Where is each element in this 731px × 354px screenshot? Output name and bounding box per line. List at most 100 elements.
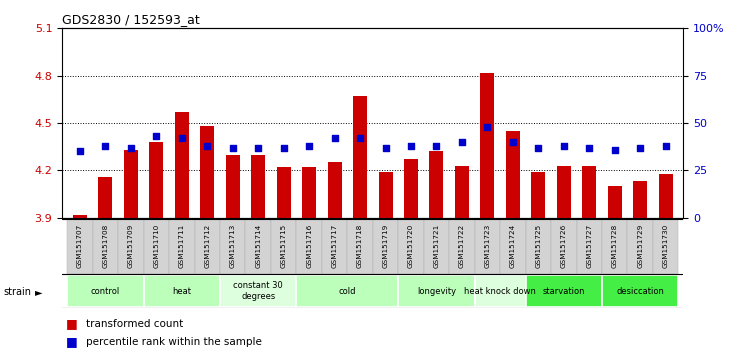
Point bbox=[202, 143, 213, 149]
Point bbox=[660, 143, 672, 149]
Point bbox=[74, 149, 86, 154]
Text: GSM151730: GSM151730 bbox=[663, 224, 669, 268]
Text: GSM151710: GSM151710 bbox=[154, 224, 159, 268]
Text: desiccation: desiccation bbox=[616, 287, 664, 296]
Bar bbox=[526, 219, 551, 274]
Bar bbox=[296, 219, 322, 274]
Text: ►: ► bbox=[35, 287, 42, 297]
Text: GSM151716: GSM151716 bbox=[306, 224, 312, 268]
Bar bbox=[296, 275, 398, 307]
Point bbox=[355, 135, 366, 141]
Bar bbox=[93, 219, 118, 274]
Text: GSM151720: GSM151720 bbox=[408, 224, 414, 268]
Bar bbox=[398, 219, 424, 274]
Bar bbox=[347, 219, 373, 274]
Bar bbox=[474, 275, 526, 307]
Point bbox=[379, 145, 391, 150]
Bar bbox=[653, 219, 678, 274]
Bar bbox=[526, 275, 602, 307]
Bar bbox=[353, 96, 367, 218]
Point bbox=[151, 133, 162, 139]
Point bbox=[329, 135, 341, 141]
Point bbox=[456, 139, 468, 145]
Bar bbox=[500, 219, 526, 274]
Bar bbox=[424, 219, 450, 274]
Bar bbox=[404, 159, 418, 218]
Bar bbox=[169, 219, 194, 274]
Text: GSM151712: GSM151712 bbox=[204, 224, 211, 268]
Text: longevity: longevity bbox=[417, 287, 456, 296]
Bar bbox=[474, 219, 500, 274]
Bar bbox=[302, 167, 316, 218]
Bar bbox=[271, 219, 296, 274]
Point bbox=[303, 143, 315, 149]
Text: ■: ■ bbox=[66, 335, 77, 348]
Point bbox=[278, 145, 289, 150]
Bar bbox=[327, 162, 341, 218]
Point bbox=[507, 139, 519, 145]
Bar bbox=[602, 219, 627, 274]
Text: GSM151722: GSM151722 bbox=[459, 224, 465, 268]
Text: constant 30
degrees: constant 30 degrees bbox=[233, 281, 283, 301]
Bar bbox=[577, 219, 602, 274]
Text: GSM151719: GSM151719 bbox=[382, 224, 389, 268]
Text: GSM151709: GSM151709 bbox=[128, 224, 134, 268]
Bar bbox=[99, 177, 113, 218]
Text: GSM151713: GSM151713 bbox=[230, 224, 236, 268]
Bar bbox=[602, 275, 678, 307]
Point bbox=[99, 143, 111, 149]
Text: GSM151714: GSM151714 bbox=[255, 224, 261, 268]
Bar bbox=[322, 219, 347, 274]
Text: GSM151725: GSM151725 bbox=[535, 224, 542, 268]
Bar bbox=[430, 152, 444, 218]
Text: GSM151708: GSM151708 bbox=[102, 224, 108, 268]
Text: heat knock down: heat knock down bbox=[464, 287, 536, 296]
Bar bbox=[583, 166, 596, 218]
Text: ■: ■ bbox=[66, 318, 77, 330]
Bar bbox=[480, 73, 494, 218]
Bar bbox=[607, 186, 622, 218]
Bar bbox=[143, 219, 169, 274]
Bar bbox=[455, 166, 469, 218]
Bar bbox=[251, 155, 265, 218]
Point bbox=[635, 145, 646, 150]
Bar bbox=[246, 219, 271, 274]
Bar bbox=[633, 181, 647, 218]
Point bbox=[405, 143, 417, 149]
Bar bbox=[175, 112, 189, 218]
Point bbox=[227, 145, 238, 150]
Bar bbox=[118, 219, 143, 274]
Text: GSM151728: GSM151728 bbox=[612, 224, 618, 268]
Point bbox=[252, 145, 264, 150]
Bar bbox=[627, 219, 653, 274]
Text: strain: strain bbox=[4, 287, 31, 297]
Text: heat: heat bbox=[173, 287, 192, 296]
Bar bbox=[200, 126, 214, 218]
Text: GSM151711: GSM151711 bbox=[179, 224, 185, 268]
Point bbox=[558, 143, 569, 149]
Text: cold: cold bbox=[338, 287, 356, 296]
Bar bbox=[143, 275, 220, 307]
Text: starvation: starvation bbox=[542, 287, 585, 296]
Text: GSM151718: GSM151718 bbox=[357, 224, 363, 268]
Point bbox=[583, 145, 595, 150]
Point bbox=[532, 145, 544, 150]
Point bbox=[176, 135, 188, 141]
Text: GSM151717: GSM151717 bbox=[332, 224, 338, 268]
Text: GSM151726: GSM151726 bbox=[561, 224, 567, 268]
Text: GSM151729: GSM151729 bbox=[637, 224, 643, 268]
Bar bbox=[226, 155, 240, 218]
Text: GSM151707: GSM151707 bbox=[77, 224, 83, 268]
Bar bbox=[220, 219, 246, 274]
Bar bbox=[220, 275, 296, 307]
Bar bbox=[379, 172, 393, 218]
Bar bbox=[194, 219, 220, 274]
Bar bbox=[67, 275, 143, 307]
Point bbox=[125, 145, 137, 150]
Point bbox=[482, 124, 493, 130]
Bar bbox=[551, 219, 577, 274]
Bar bbox=[557, 166, 571, 218]
Point bbox=[609, 147, 621, 152]
Bar bbox=[67, 219, 93, 274]
Text: GSM151724: GSM151724 bbox=[510, 224, 516, 268]
